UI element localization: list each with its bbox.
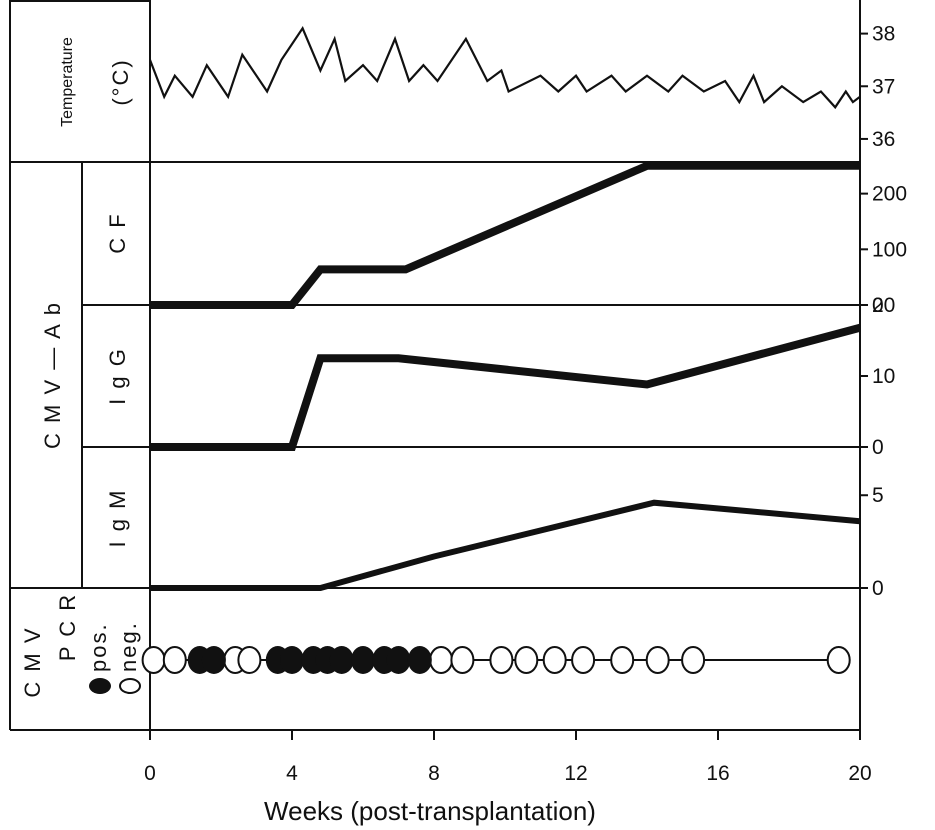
temperature-ytick-label: 37 <box>872 75 895 98</box>
pcr-neg-legend-label: neg. <box>116 621 141 672</box>
temperature-series-line <box>148 25 861 110</box>
pcr-negative-marker <box>681 646 706 674</box>
pcr-positive-marker <box>280 646 304 674</box>
igm-ytick-label: 0 <box>872 577 884 600</box>
pcr-negative-marker <box>542 646 567 674</box>
igm-series-line <box>150 499 861 591</box>
igm-ytick-label: 5 <box>872 484 884 507</box>
temperature-unit-label: (°C) <box>108 58 133 105</box>
pcr-positive-marker <box>407 646 432 674</box>
igg-label: I g G <box>105 347 130 405</box>
x-tick-label: 20 <box>848 762 871 785</box>
pcr-negative-marker <box>237 646 262 674</box>
pcr-negative-marker <box>429 646 454 674</box>
igm-label: I g M <box>105 489 130 548</box>
pcr-pos-legend-label: pos. <box>86 622 111 672</box>
igg-ytick-label: 10 <box>872 365 895 388</box>
igg-ytick-label: 0 <box>872 436 884 459</box>
igg-series-line <box>150 323 862 451</box>
cf-label: C F <box>105 212 130 253</box>
pcr-pos-legend-marker <box>89 678 111 694</box>
pcr-positive-marker <box>201 646 226 674</box>
x-tick-label: 16 <box>706 762 729 785</box>
x-axis-label: Weeks (post-transplantation) <box>264 796 596 826</box>
marks-layer <box>141 25 862 674</box>
pcr-negative-marker <box>514 646 539 674</box>
pcr-neg-legend-marker <box>119 678 141 694</box>
pcr-negative-marker <box>571 646 596 674</box>
cf-ytick-label: 100 <box>872 238 907 261</box>
cf-ytick-label: 200 <box>872 183 907 206</box>
x-tick-label: 0 <box>144 762 156 785</box>
pcr-negative-marker <box>610 646 635 674</box>
pcr-positive-marker <box>351 646 375 674</box>
cf-series-line <box>150 161 860 309</box>
igg-ytick-label: 20 <box>872 294 895 317</box>
temperature-ytick-label: 36 <box>872 128 895 151</box>
temperature-label: Temperature <box>59 37 76 127</box>
pcr-positive-marker <box>329 646 354 674</box>
pcr-negative-marker <box>162 646 187 674</box>
pcr-positive-marker <box>386 646 411 674</box>
pcr-negative-marker <box>450 646 475 674</box>
pcr-negative-marker <box>141 646 166 674</box>
pcr-negative-marker <box>826 646 851 674</box>
x-tick-label: 4 <box>286 762 298 785</box>
pcr-negative-marker <box>489 646 514 674</box>
pcr-negative-marker <box>645 646 670 674</box>
x-tick-label: 8 <box>428 762 440 785</box>
pcr-cmv-label: C M V <box>20 626 45 697</box>
temperature-ytick-label: 38 <box>872 23 895 46</box>
cmv-ab-label: C M V — A b <box>40 301 65 449</box>
pcr-label: P C R <box>55 593 80 661</box>
x-tick-label: 12 <box>564 762 587 785</box>
cf-ytick-label: 0 <box>872 294 884 317</box>
